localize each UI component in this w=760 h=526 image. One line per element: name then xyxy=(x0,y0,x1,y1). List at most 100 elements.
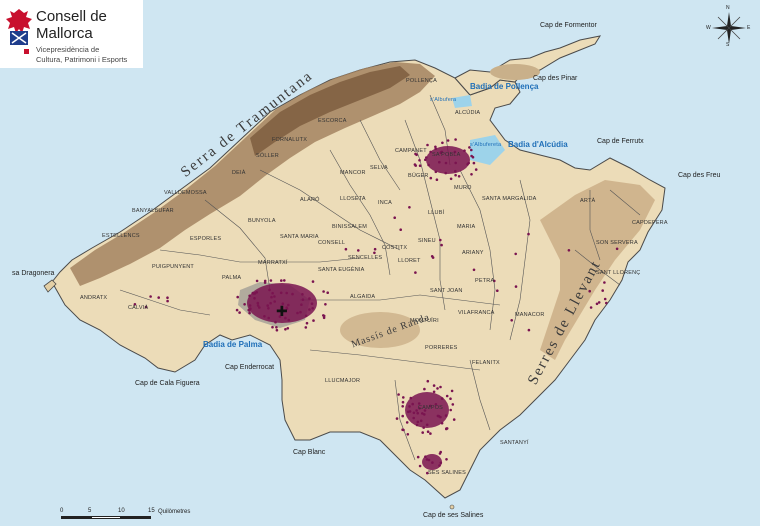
lagoon2-label: s'Albufereta xyxy=(470,142,502,148)
site-dot xyxy=(274,320,277,324)
site-dot xyxy=(253,297,256,300)
site-dot xyxy=(405,421,409,424)
site-dot xyxy=(258,306,261,309)
logo-subtitle-line2: Cultura, Patrimoni i Esports xyxy=(36,55,128,64)
site-dot xyxy=(463,149,466,152)
site-dot xyxy=(412,411,416,415)
site-dot xyxy=(344,247,348,251)
site-dot xyxy=(286,327,290,330)
site-dot xyxy=(406,433,410,436)
muni-mancor: MANCOR xyxy=(340,170,366,176)
logo-title-line2: Mallorca xyxy=(36,25,93,42)
site-dot xyxy=(273,300,277,303)
site-dot xyxy=(426,430,430,434)
island-landmass xyxy=(51,59,666,499)
site-dot xyxy=(280,279,283,282)
site-dot xyxy=(453,150,457,154)
muni-campos: CAMPOS xyxy=(418,405,444,411)
muni-sineu: SINEU xyxy=(418,238,436,244)
scale-tick-5: 5 xyxy=(88,508,92,514)
muni-selva: SELVA xyxy=(370,165,388,171)
site-dot xyxy=(445,458,448,461)
lagoon-label: s'Albufera xyxy=(430,97,457,103)
site-dot xyxy=(439,461,443,465)
site-dot xyxy=(426,471,429,475)
muni-valldemossa: VALLDEMOSSA xyxy=(164,190,207,196)
site-dot xyxy=(425,458,429,461)
site-dot xyxy=(399,228,403,231)
site-dot xyxy=(275,328,279,332)
site-dot xyxy=(310,302,314,306)
site-dot xyxy=(402,428,405,432)
muni-santllorenc: SANT LLORENÇ xyxy=(596,270,641,276)
site-dot xyxy=(251,291,255,295)
site-dot xyxy=(413,163,417,166)
site-dot xyxy=(421,431,425,434)
site-dot xyxy=(417,402,421,405)
site-dot xyxy=(418,464,422,468)
muni-soller: SÓLLER xyxy=(256,153,279,159)
site-dot xyxy=(595,302,599,306)
muni-santamargalida: SANTA MARGALIDA xyxy=(482,196,537,202)
site-dot xyxy=(416,420,420,424)
municipal-borders xyxy=(119,94,641,461)
site-dot xyxy=(273,295,276,298)
site-dot xyxy=(467,161,471,165)
site-dot xyxy=(438,464,441,467)
site-dot xyxy=(567,249,571,252)
bay-pollenca: Badia de Pollença xyxy=(470,82,539,91)
muni-marratxi: MARRATXÍ xyxy=(258,260,288,266)
site-dot xyxy=(439,385,442,389)
muni-inca: INCA xyxy=(378,200,392,206)
compass-e: E xyxy=(747,25,751,31)
site-dot xyxy=(267,316,271,320)
site-dot xyxy=(270,295,273,299)
site-dot xyxy=(427,163,430,167)
site-dot xyxy=(409,396,413,400)
muni-muro: MURO xyxy=(454,185,472,191)
site-dot xyxy=(393,216,397,219)
site-dot xyxy=(322,314,326,318)
site-dot xyxy=(256,301,260,305)
site-dot xyxy=(166,299,169,303)
muni-petra: PETRA xyxy=(475,278,495,284)
site-dot xyxy=(454,173,457,177)
muni-calvia: CALVIÀ xyxy=(128,305,149,311)
site-dot xyxy=(287,303,290,307)
muni-puigpunyent: PUIGPUNYENT xyxy=(152,264,194,270)
site-dot xyxy=(424,158,427,162)
site-dot xyxy=(449,397,452,401)
site-dot xyxy=(415,423,419,427)
site-dot xyxy=(426,379,430,383)
muni-deia: DEIÀ xyxy=(232,170,246,176)
muni-arta: ARTÀ xyxy=(580,198,596,204)
site-dot xyxy=(438,452,442,455)
site-dot xyxy=(269,279,273,282)
site-dot xyxy=(421,412,424,415)
bay-palma: Badia de Palma xyxy=(203,340,263,349)
site-dot xyxy=(263,315,266,318)
site-dot xyxy=(446,139,450,142)
muni-santaeugenia: SANTA EUGÈNIA xyxy=(318,267,365,273)
site-dot xyxy=(434,147,438,150)
site-dot xyxy=(279,291,283,295)
muni-esporles: ESPORLES xyxy=(190,236,222,242)
site-dot xyxy=(414,152,417,156)
site-dot xyxy=(470,148,473,152)
site-dot xyxy=(436,387,439,390)
site-dot xyxy=(304,314,308,318)
island-dragonera: sa Dragonera xyxy=(12,270,55,277)
site-dot xyxy=(408,405,411,408)
muni-porreres: PORRERES xyxy=(425,345,458,351)
muni-llucmajor: LLUCMAJOR xyxy=(325,378,361,384)
site-dot xyxy=(441,141,444,145)
muni-capdepera: CAPDEPERA xyxy=(632,220,668,226)
site-dot xyxy=(248,294,251,298)
bay-alcudia: Badia d'Alcúdia xyxy=(508,140,568,149)
site-dot xyxy=(603,281,606,284)
muni-fornalutx: FORNALUTX xyxy=(272,137,308,143)
site-dot xyxy=(429,150,432,154)
site-dot xyxy=(166,296,169,300)
site-dot xyxy=(439,415,442,419)
site-dot xyxy=(603,297,607,301)
